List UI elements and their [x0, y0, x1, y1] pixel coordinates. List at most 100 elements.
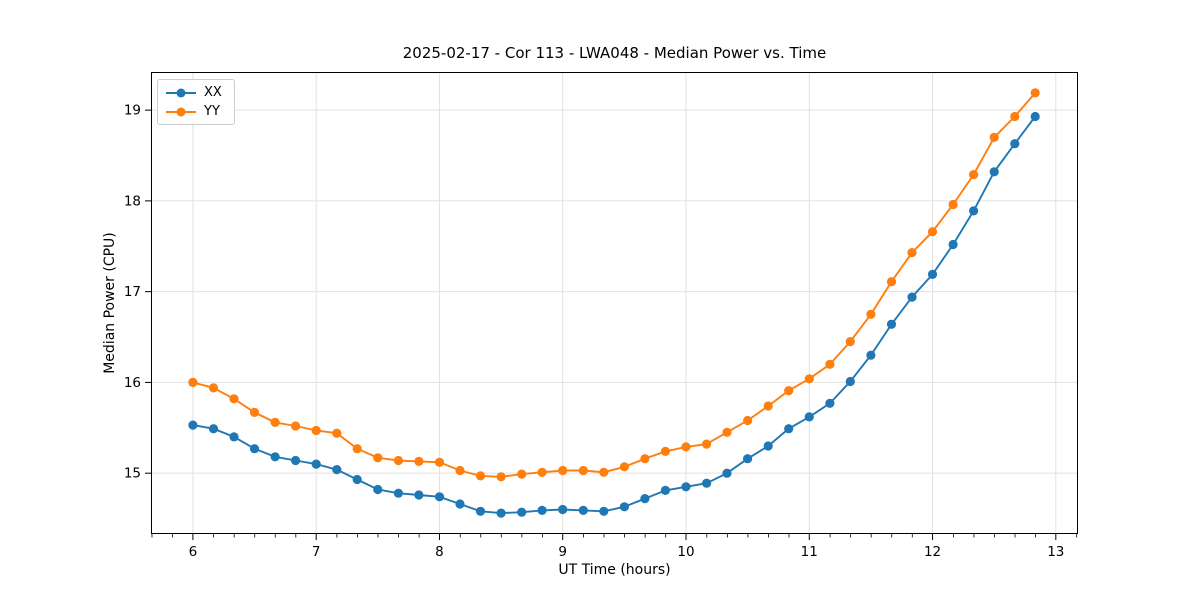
plot-border: [151, 72, 1078, 534]
data-point-yy: [496, 472, 506, 482]
data-point-xx: [989, 167, 999, 177]
data-point-yy: [311, 425, 321, 436]
data-point-xx: [948, 239, 958, 250]
legend: XX YY: [157, 79, 235, 125]
data-point-yy: [660, 446, 671, 456]
data-point-xx: [825, 398, 835, 408]
data-point-xx: [434, 492, 445, 502]
data-point-yy: [681, 442, 691, 452]
data-point-xx: [886, 319, 897, 329]
data-point-yy: [784, 386, 794, 396]
data-point-yy: [886, 277, 897, 287]
data-point-xx: [270, 452, 280, 462]
x-tick-label: 9: [558, 544, 567, 560]
data-point-xx: [845, 376, 855, 387]
data-point-yy: [270, 417, 280, 427]
data-point-xx: [208, 424, 219, 434]
data-point-xx: [332, 465, 342, 475]
data-point-yy: [455, 465, 465, 476]
data-point-xx: [1010, 139, 1020, 149]
data-point-yy: [825, 359, 835, 369]
data-point-xx: [517, 507, 527, 517]
legend-label-xx: XX: [204, 85, 222, 100]
data-point-yy: [969, 170, 979, 180]
y-tick-label: 17: [124, 284, 141, 300]
data-point-xx: [188, 420, 198, 430]
data-point-xx: [722, 468, 732, 478]
data-point-yy: [804, 374, 814, 384]
data-point-xx: [578, 505, 588, 515]
y-tick-label: 19: [124, 103, 141, 119]
data-point-xx: [599, 506, 609, 516]
legend-marker-xx: [176, 88, 186, 97]
series-line-xx: [192, 115, 1036, 515]
data-point-yy: [373, 453, 383, 463]
data-point-yy: [1010, 111, 1020, 122]
x-tick-label: 8: [435, 544, 444, 560]
data-point-xx: [414, 490, 424, 500]
data-point-yy: [578, 465, 588, 476]
legend-line-marker-icon: [166, 107, 196, 116]
data-point-yy: [537, 467, 547, 477]
data-point-yy: [1030, 88, 1040, 98]
data-point-yy: [332, 428, 342, 438]
data-point-yy: [702, 439, 712, 449]
data-point-yy: [352, 444, 362, 454]
data-point-yy: [640, 454, 650, 464]
data-point-xx: [969, 206, 979, 216]
legend-label-yy: YY: [204, 104, 220, 119]
legend-item-yy: YY: [166, 104, 222, 119]
data-point-yy: [845, 337, 855, 347]
data-point-xx: [784, 424, 794, 434]
x-tick-label: 7: [312, 544, 321, 560]
data-point-xx: [660, 485, 671, 495]
chart-title: 2025-02-17 - Cor 113 - LWA048 - Median P…: [402, 44, 827, 62]
data-point-yy: [208, 383, 219, 393]
legend-line-marker-icon: [166, 88, 196, 97]
data-point-xx: [291, 455, 301, 466]
data-point-yy: [229, 394, 239, 404]
x-tick-label: 11: [801, 544, 818, 560]
data-point-yy: [989, 132, 999, 142]
data-point-xx: [475, 506, 486, 516]
data-point-xx: [743, 454, 753, 464]
x-tick-label: 13: [1047, 544, 1064, 560]
data-point-xx: [907, 292, 917, 302]
data-point-xx: [496, 508, 506, 518]
data-point-yy: [743, 415, 753, 426]
data-point-yy: [866, 309, 876, 319]
data-point-xx: [558, 504, 568, 515]
data-point-yy: [927, 227, 938, 237]
y-tick-label: 16: [124, 375, 141, 391]
x-tick-label: 10: [677, 544, 694, 560]
data-point-yy: [393, 455, 403, 466]
data-point-yy: [558, 465, 568, 476]
data-point-yy: [434, 457, 445, 467]
data-point-xx: [640, 494, 650, 504]
data-point-yy: [948, 199, 958, 210]
data-point-yy: [249, 407, 260, 417]
data-point-yy: [763, 401, 773, 411]
data-point-yy: [188, 377, 198, 387]
y-tick-label: 15: [124, 466, 141, 482]
data-point-xx: [681, 482, 691, 492]
data-point-yy: [414, 456, 424, 466]
legend-marker-yy: [176, 107, 186, 116]
series-line-yy: [192, 92, 1036, 478]
legend-item-xx: XX: [166, 85, 222, 100]
data-point-xx: [763, 441, 773, 451]
x-axis-label: UT Time (hours): [558, 562, 671, 578]
data-point-xx: [393, 488, 403, 498]
data-point-yy: [599, 467, 609, 477]
x-tick-label: 6: [189, 544, 198, 560]
data-point-yy: [907, 248, 917, 258]
data-point-xx: [702, 478, 712, 488]
data-point-xx: [249, 444, 260, 454]
data-point-yy: [475, 471, 486, 481]
data-point-yy: [517, 469, 527, 479]
data-point-yy: [291, 421, 301, 431]
data-point-xx: [804, 412, 814, 422]
data-point-xx: [455, 499, 465, 509]
